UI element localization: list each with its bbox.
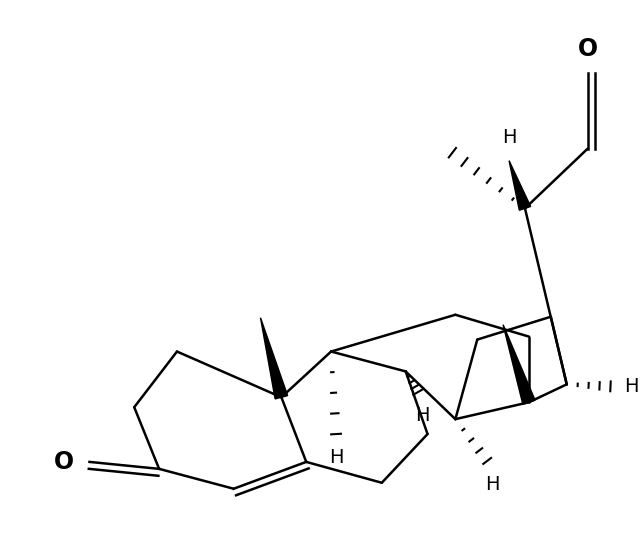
Polygon shape [509,160,531,210]
Text: H: H [485,475,499,494]
Polygon shape [503,325,535,404]
Text: O: O [577,37,598,61]
Text: H: H [329,448,343,467]
Text: H: H [502,127,516,147]
Polygon shape [260,318,287,399]
Text: O: O [54,450,74,474]
Text: H: H [625,377,639,396]
Text: H: H [415,406,430,425]
